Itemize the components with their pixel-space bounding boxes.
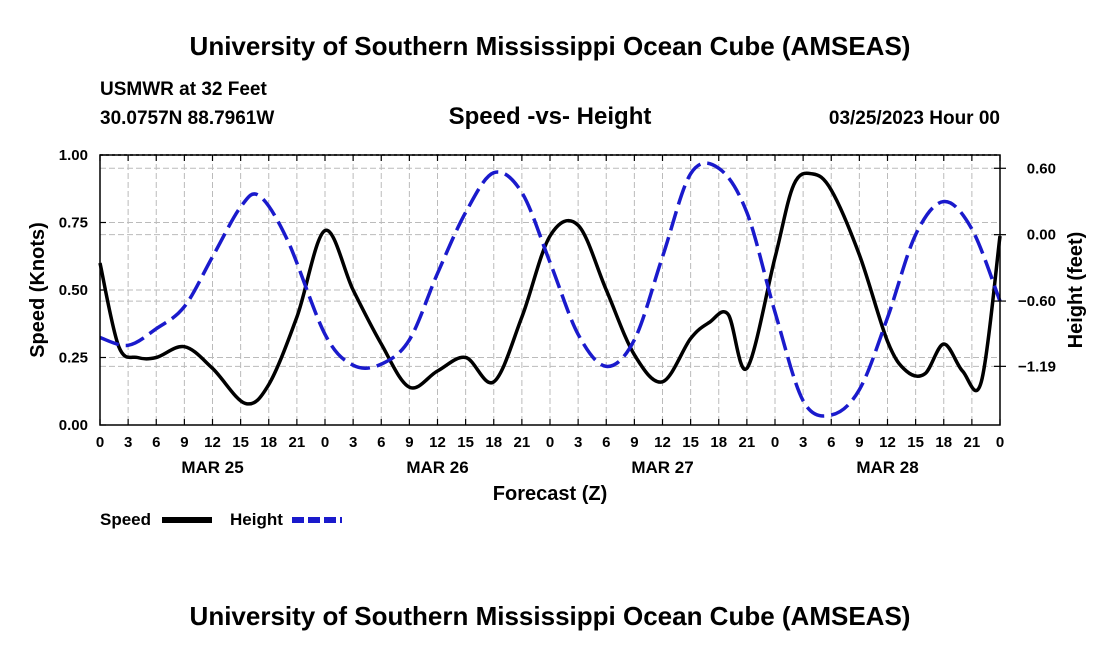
legend-height-label: Height <box>230 510 283 529</box>
y-right-tick-label: 0.00 <box>1027 227 1056 244</box>
x-tick-label: 21 <box>739 434 756 451</box>
x-tick-label: 15 <box>457 434 474 451</box>
day-label: MAR 27 <box>631 458 693 477</box>
day-label: MAR 26 <box>406 458 468 477</box>
grid <box>100 155 1000 425</box>
x-tick-label: 12 <box>879 434 896 451</box>
series-layer <box>98 161 1002 418</box>
y-right-tick-label: 0.60 <box>1027 160 1056 177</box>
speed-series-line <box>98 171 1002 406</box>
y-right-tick-label: −1.19 <box>1018 358 1056 375</box>
x-tick-label: 18 <box>935 434 952 451</box>
x-tick-label: 21 <box>514 434 531 451</box>
day-label: MAR 28 <box>856 458 918 477</box>
x-tick-label: 9 <box>180 434 188 451</box>
x-tick-label: 0 <box>546 434 554 451</box>
y-left-tick-label: 0.75 <box>59 215 88 232</box>
x-tick-label: 9 <box>855 434 863 451</box>
y-left-tick-label: 0.25 <box>59 350 88 367</box>
x-tick-label: 9 <box>405 434 413 451</box>
x-tick-label: 0 <box>771 434 779 451</box>
y-axis-left-label: Speed (Knots) <box>27 222 49 358</box>
height-series-line <box>99 161 1002 418</box>
footer-title: University of Southern Mississippi Ocean… <box>190 601 911 631</box>
x-tick-label: 3 <box>574 434 582 451</box>
x-tick-label: 12 <box>654 434 671 451</box>
x-axis-label: Forecast (Z) <box>493 483 607 505</box>
x-tick-label: 6 <box>602 434 610 451</box>
x-tick-label: 0 <box>96 434 104 451</box>
x-tick-label: 6 <box>377 434 385 451</box>
x-tick-label: 18 <box>260 434 277 451</box>
legend: Speed Height <box>100 510 342 529</box>
x-tick-label: 3 <box>799 434 807 451</box>
x-tick-label: 3 <box>349 434 357 451</box>
day-label: MAR 25 <box>181 458 243 477</box>
y-left-tick-label: 0.50 <box>59 282 88 299</box>
x-tick-label: 15 <box>232 434 249 451</box>
y-axis-right-label: Height (feet) <box>1065 232 1087 349</box>
x-tick-label: 9 <box>630 434 638 451</box>
x-tick-label: 15 <box>682 434 699 451</box>
chart-title: Speed -vs- Height <box>449 103 652 130</box>
x-tick-label: 21 <box>964 434 981 451</box>
y-right-tick-label: −0.60 <box>1018 293 1056 310</box>
x-tick-label: 0 <box>996 434 1004 451</box>
x-tick-label: 18 <box>710 434 727 451</box>
x-tick-label: 18 <box>485 434 502 451</box>
x-tick-label: 21 <box>289 434 306 451</box>
legend-speed-label: Speed <box>100 510 151 529</box>
station-label: USMWR at 32 Feet <box>100 79 267 100</box>
x-tick-label: 6 <box>152 434 160 451</box>
x-tick-label: 12 <box>204 434 221 451</box>
x-tick-label: 12 <box>429 434 446 451</box>
x-tick-label: 3 <box>124 434 132 451</box>
x-tick-label: 15 <box>907 434 924 451</box>
y-left-tick-label: 1.00 <box>59 147 88 164</box>
x-tick-label: 0 <box>321 434 329 451</box>
x-tick-label: 6 <box>827 434 835 451</box>
axis-ticks: 0 3 6 9 12 15 18 21 0 3 6 9 12 15 18 21 0 3 6 9 12 15 18 21 0 3 6 9… <box>59 147 1056 477</box>
forecast-date: 03/25/2023 Hour 00 <box>829 108 1000 129</box>
location-label: 30.0757N 88.7961W <box>100 108 274 129</box>
y-left-tick-label: 0.00 <box>59 417 88 434</box>
main-title: University of Southern Mississippi Ocean… <box>190 31 911 61</box>
